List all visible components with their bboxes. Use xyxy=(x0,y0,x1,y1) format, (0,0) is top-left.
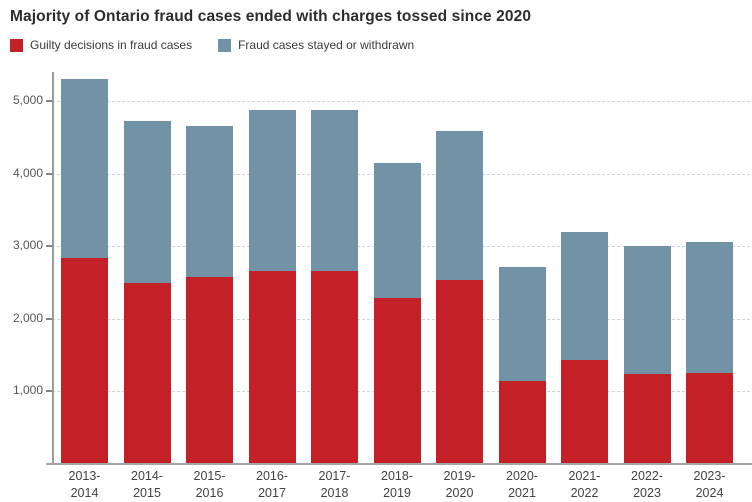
chart-title: Majority of Ontario fraud cases ended wi… xyxy=(10,8,532,25)
bar-segment-2018-2019-stayed xyxy=(373,162,421,299)
y-axis-label: 4,000 xyxy=(12,165,43,180)
bar-segment-2023-2024-guilty xyxy=(686,372,733,464)
y-tick-5000-mark xyxy=(46,100,53,102)
bar-segment-2013-2014-stayed xyxy=(61,78,108,258)
x-axis-label-line1: 2018- xyxy=(381,469,413,483)
bar-segment-2014-2015-guilty xyxy=(123,282,171,464)
x-axis-label-line2: 2024 xyxy=(695,486,724,500)
y-axis-label: 5,000 xyxy=(12,93,43,107)
x-axis-label-line1: 2019- xyxy=(443,469,476,483)
x-axis-label-line1: 2014- xyxy=(131,469,163,483)
x-axis-label: 2021- 2022 xyxy=(554,468,616,502)
bar-segment-2020-2021-stayed xyxy=(498,267,546,381)
bar-segment-2013-2014-guilty xyxy=(61,257,108,464)
x-axis-label: 2022- 2023 xyxy=(616,468,678,502)
x-axis-label-line1: 2017- xyxy=(318,469,351,483)
x-axis-label-line2: 2015 xyxy=(133,486,161,500)
gridline-5000 xyxy=(52,101,750,102)
x-axis-label-line2: 2016 xyxy=(195,486,224,500)
x-axis-label-line2: 2019 xyxy=(383,486,411,500)
x-axis-label: 2017- 2018 xyxy=(304,468,366,502)
bar-segment-2018-2019-guilty xyxy=(373,298,421,464)
legend-item-stayed: Fraud cases stayed or withdrawn xyxy=(218,38,414,52)
x-axis-label: 2023- 2024 xyxy=(679,468,741,502)
x-axis-label-line1: 2015- xyxy=(193,469,226,483)
x-axis-label-line2: 2018 xyxy=(320,486,349,500)
x-axis-label-line1: 2023- xyxy=(693,469,726,483)
x-axis-label: 2016- 2017 xyxy=(241,468,303,502)
y-tick-3000-mark xyxy=(46,245,53,247)
x-axis-label-line2: 2014 xyxy=(70,486,99,500)
x-axis-label: 2014- 2015 xyxy=(116,468,178,502)
x-axis-label-line1: 2016- xyxy=(256,469,288,483)
x-axis-label: 2013- 2014 xyxy=(54,468,116,502)
y-tick-1000-mark xyxy=(46,390,53,392)
x-axis-label-line2: 2023 xyxy=(633,486,661,500)
y-axis-label: 1,000 xyxy=(12,383,43,397)
bar-segment-2017-2018-stayed xyxy=(311,109,358,271)
y-axis-label: 3,000 xyxy=(12,238,43,252)
x-axis-label: 2018- 2019 xyxy=(366,468,428,502)
bar-segment-2014-2015-stayed xyxy=(123,120,171,283)
x-axis-label-line1: 2022- xyxy=(631,469,663,483)
legend-item-guilty: Guilty decisions in fraud cases xyxy=(10,38,192,52)
bar-segment-2016-2017-guilty xyxy=(248,271,296,464)
bar-segment-2023-2024-stayed xyxy=(686,242,733,373)
x-axis-label-line1: 2021- xyxy=(568,469,601,483)
x-axis-label: 2015- 2016 xyxy=(179,468,241,502)
bar-segment-2019-2020-guilty xyxy=(436,280,483,464)
x-axis-label-line2: 2020 xyxy=(445,486,474,500)
y-tick-2000-mark xyxy=(46,317,53,320)
bar-segment-2022-2023-stayed xyxy=(623,246,671,374)
legend-label-guilty: Guilty decisions in fraud cases xyxy=(30,38,193,52)
x-axis-label-line2: 2022 xyxy=(570,486,599,500)
y-axis-label: 2,000 xyxy=(12,310,43,325)
y-axis-line xyxy=(52,72,54,465)
bar-segment-2015-2016-stayed xyxy=(186,126,233,278)
y-tick-4000-mark xyxy=(46,172,53,175)
x-axis-label-line1: 2013- xyxy=(68,469,101,483)
chart-legend: Guilty decisions in fraud cases Fraud ca… xyxy=(10,38,414,52)
bar-segment-2019-2020-stayed xyxy=(436,130,483,281)
bar-segment-2017-2018-guilty xyxy=(311,270,358,464)
x-axis-label-line2: 2021 xyxy=(508,486,536,500)
bar-segment-2021-2022-guilty xyxy=(561,359,608,464)
legend-swatch-guilty-icon xyxy=(10,38,23,52)
bar-segment-2020-2021-guilty xyxy=(498,380,546,464)
x-axis-line xyxy=(46,463,752,465)
bar-segment-2021-2022-stayed xyxy=(561,231,608,360)
legend-swatch-stayed-icon xyxy=(218,38,232,52)
x-axis-label-line2: 2017 xyxy=(258,486,286,500)
bar-segment-2015-2016-guilty xyxy=(186,277,233,464)
x-axis-label: 2019- 2020 xyxy=(429,468,491,502)
x-axis-label-line1: 2020- xyxy=(506,469,538,483)
bar-segment-2016-2017-stayed xyxy=(248,109,296,272)
legend-label-stayed: Fraud cases stayed or withdrawn xyxy=(238,38,415,52)
bar-segment-2022-2023-guilty xyxy=(623,373,671,464)
x-axis-label: 2020- 2021 xyxy=(491,468,553,502)
